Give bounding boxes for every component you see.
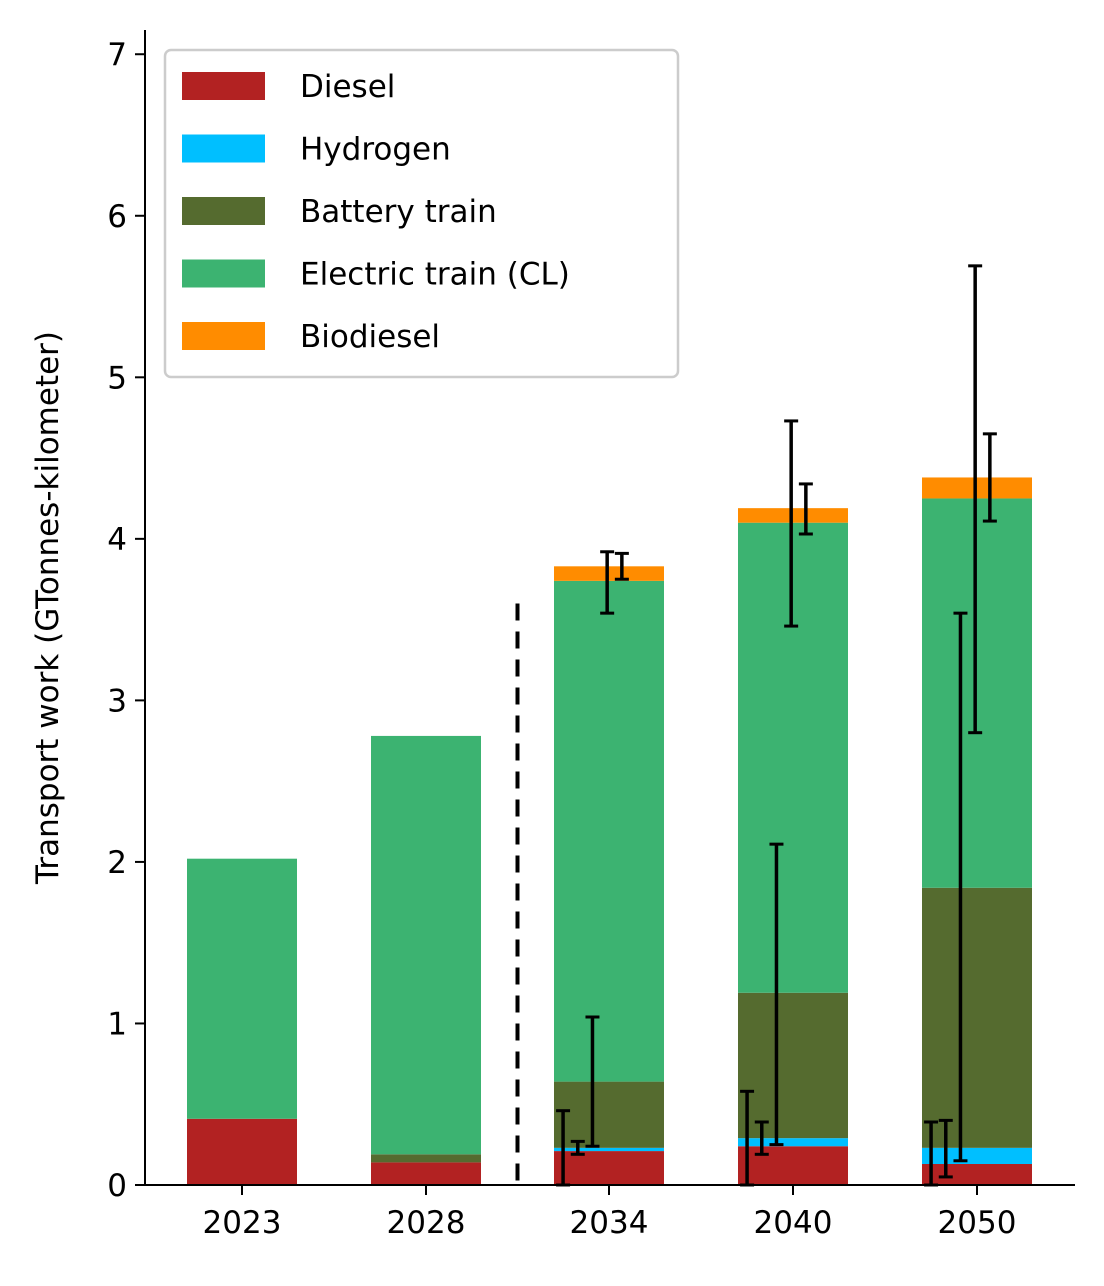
error-bar-2050-14 bbox=[982, 432, 997, 523]
error-bar-2040-9 bbox=[798, 482, 813, 536]
legend-label-biodiesel: Biodiesel bbox=[300, 319, 440, 355]
y-tick-label: 0 bbox=[107, 1168, 127, 1204]
error-bar-2040-6 bbox=[754, 1120, 769, 1156]
legend-label-hydrogen: Hydrogen bbox=[300, 132, 451, 168]
bar-2040-battery-train bbox=[738, 992, 848, 1139]
bar-layer bbox=[187, 477, 1032, 1185]
x-tick-label: 2023 bbox=[203, 1205, 282, 1241]
error-bar-2034-2 bbox=[585, 1015, 600, 1148]
error-bar-2040-8 bbox=[784, 419, 799, 628]
y-tick-label: 1 bbox=[107, 1006, 127, 1042]
y-tick-label: 4 bbox=[107, 522, 127, 558]
bar-2028-diesel bbox=[371, 1162, 481, 1185]
bar-2050-hydrogen bbox=[922, 1147, 1032, 1164]
legend-label-electric-train-cl-: Electric train (CL) bbox=[300, 257, 570, 293]
bar-2050-diesel bbox=[922, 1164, 1032, 1185]
x-tick-label: 2028 bbox=[387, 1205, 466, 1241]
bar-2040-diesel bbox=[738, 1146, 848, 1185]
error-bar-2040-7 bbox=[769, 842, 784, 1147]
legend: Diesel Hydrogen Battery train Electric trai… bbox=[163, 48, 680, 379]
bar-2028-battery-train bbox=[371, 1154, 481, 1163]
error-bar-2034-3 bbox=[600, 550, 615, 615]
legend-label-diesel: Diesel bbox=[300, 69, 395, 105]
y-axis-ticks: 0 1 2 3 4 5 6 7 bbox=[107, 37, 145, 1204]
bar-2023-electric-train-cl- bbox=[187, 858, 297, 1119]
legend-frame bbox=[163, 48, 680, 379]
error-bar-2050-11 bbox=[938, 1118, 953, 1179]
bar-2050-biodiesel bbox=[922, 477, 1032, 499]
bar-2050-electric-train-cl- bbox=[922, 498, 1032, 888]
y-axis-title: Transport work (GTonnes-kilometer) bbox=[30, 331, 66, 885]
bar-2040-hydrogen bbox=[738, 1138, 848, 1147]
legend-swatch-biodiesel bbox=[182, 322, 265, 350]
legend-swatch-electric-train-cl- bbox=[182, 259, 265, 288]
y-tick-label: 7 bbox=[107, 37, 127, 73]
error-bar-layer bbox=[556, 264, 997, 1187]
error-bar-2050-12 bbox=[953, 611, 968, 1163]
legend-swatch-hydrogen bbox=[182, 134, 265, 163]
bar-2050-battery-train bbox=[922, 887, 1032, 1148]
y-tick-label: 5 bbox=[107, 360, 127, 396]
bar-2034-battery-train bbox=[554, 1081, 664, 1148]
legend-swatch-diesel bbox=[182, 72, 265, 100]
y-tick-label: 6 bbox=[107, 199, 127, 235]
bar-2034-biodiesel bbox=[554, 566, 664, 581]
error-bar-2050-13 bbox=[968, 264, 983, 735]
bar-2040-biodiesel bbox=[738, 508, 848, 523]
legend-swatch-battery-train bbox=[182, 197, 265, 225]
y-tick-label: 2 bbox=[107, 845, 127, 881]
bar-2023-diesel bbox=[187, 1118, 297, 1185]
bar-2040-electric-train-cl- bbox=[738, 522, 848, 993]
x-axis-ticks: 2023 2028 2034 2040 2050 bbox=[203, 1185, 1017, 1241]
bar-2034-electric-train-cl- bbox=[554, 580, 664, 1082]
bar-2034-hydrogen bbox=[554, 1147, 664, 1152]
error-bar-2034-4 bbox=[614, 551, 629, 581]
error-bar-2034-1 bbox=[570, 1139, 585, 1156]
y-tick-label: 3 bbox=[107, 683, 127, 719]
bar-2028-electric-train-cl- bbox=[371, 735, 481, 1155]
x-tick-label: 2050 bbox=[938, 1205, 1017, 1241]
legend-label-battery-train: Battery train bbox=[300, 194, 497, 230]
x-tick-label: 2040 bbox=[754, 1205, 833, 1241]
bar-2034-diesel bbox=[554, 1151, 664, 1185]
x-tick-label: 2034 bbox=[570, 1205, 649, 1241]
